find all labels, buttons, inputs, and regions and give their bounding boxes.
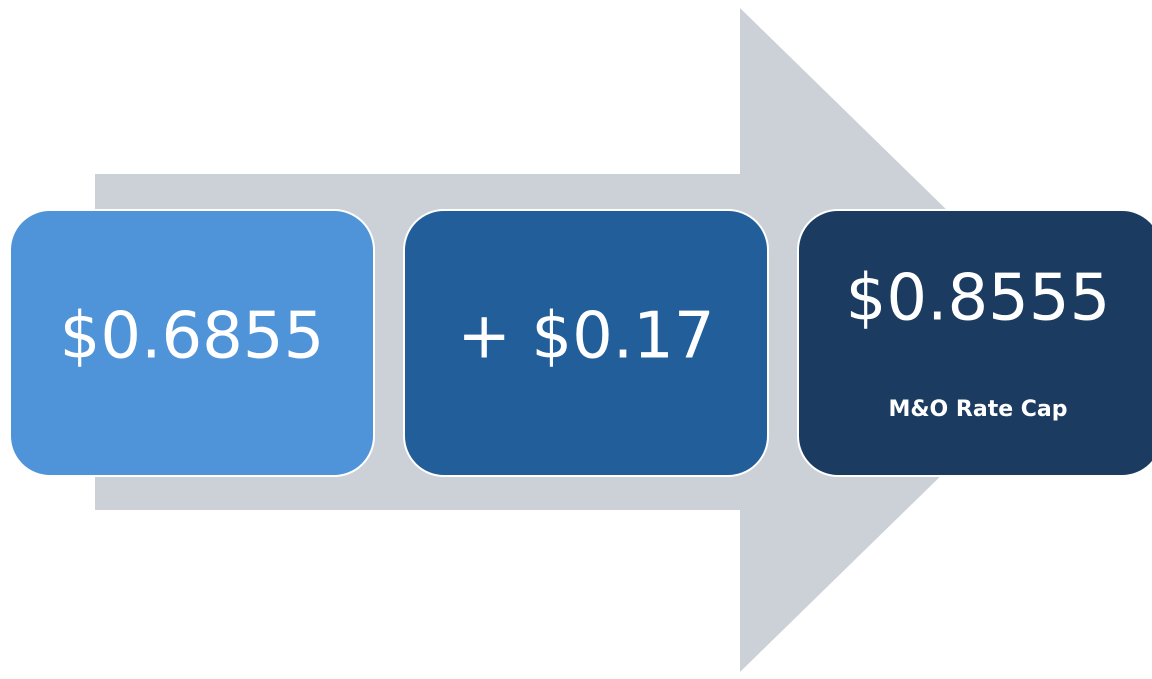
box-value: $0.6855 bbox=[60, 300, 325, 374]
box-3 bbox=[797, 209, 1152, 477]
box-label: M&O Rate Cap bbox=[888, 397, 1067, 422]
box-value: + $0.17 bbox=[457, 300, 714, 374]
box-value: $0.8555 bbox=[846, 262, 1111, 336]
box-2 bbox=[403, 209, 769, 477]
box-1 bbox=[9, 209, 375, 477]
